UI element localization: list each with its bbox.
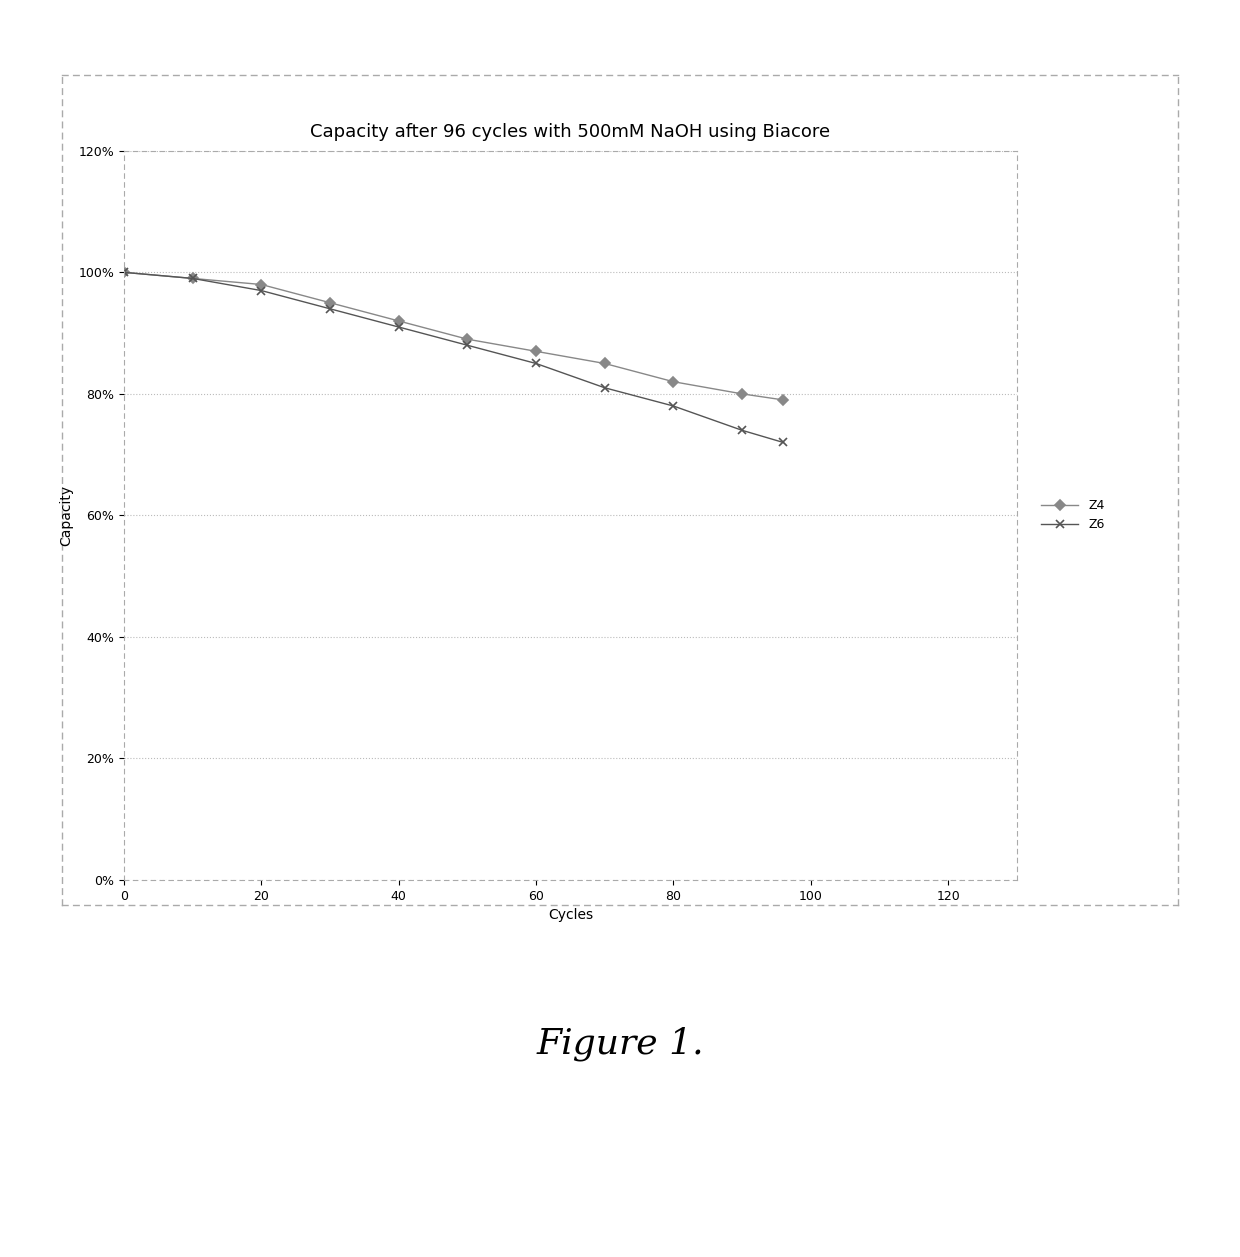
Z4: [528, 343, 543, 360]
Z4: [254, 277, 269, 292]
Y-axis label: Capacity: Capacity: [58, 485, 73, 546]
Z4: [322, 295, 337, 310]
Z6: [460, 338, 475, 353]
Z4: [460, 332, 475, 347]
Legend: Z4, Z6: Z4, Z6: [1040, 499, 1105, 532]
Z6: [776, 435, 791, 450]
Z6: [322, 302, 337, 317]
Z4: [185, 272, 200, 287]
Title: Capacity after 96 cycles with 500mM NaOH using Biacore: Capacity after 96 cycles with 500mM NaOH…: [310, 123, 831, 141]
Z4: [776, 392, 791, 407]
Z6: [666, 398, 681, 414]
X-axis label: Cycles: Cycles: [548, 908, 593, 923]
Z4: [598, 356, 613, 371]
Z4: [117, 265, 131, 280]
Z6: [185, 272, 200, 287]
Z6: [254, 283, 269, 298]
Z4: [734, 386, 749, 401]
Line: Z4: Z4: [120, 269, 786, 403]
Z6: [528, 356, 543, 371]
Z4: [666, 375, 681, 390]
Text: Figure 1.: Figure 1.: [536, 1026, 704, 1061]
Z4: [392, 313, 407, 328]
Z6: [598, 380, 613, 395]
Z6: [392, 319, 407, 334]
Z6: [734, 422, 749, 437]
Line: Z6: Z6: [120, 268, 787, 446]
Z6: [117, 265, 131, 280]
